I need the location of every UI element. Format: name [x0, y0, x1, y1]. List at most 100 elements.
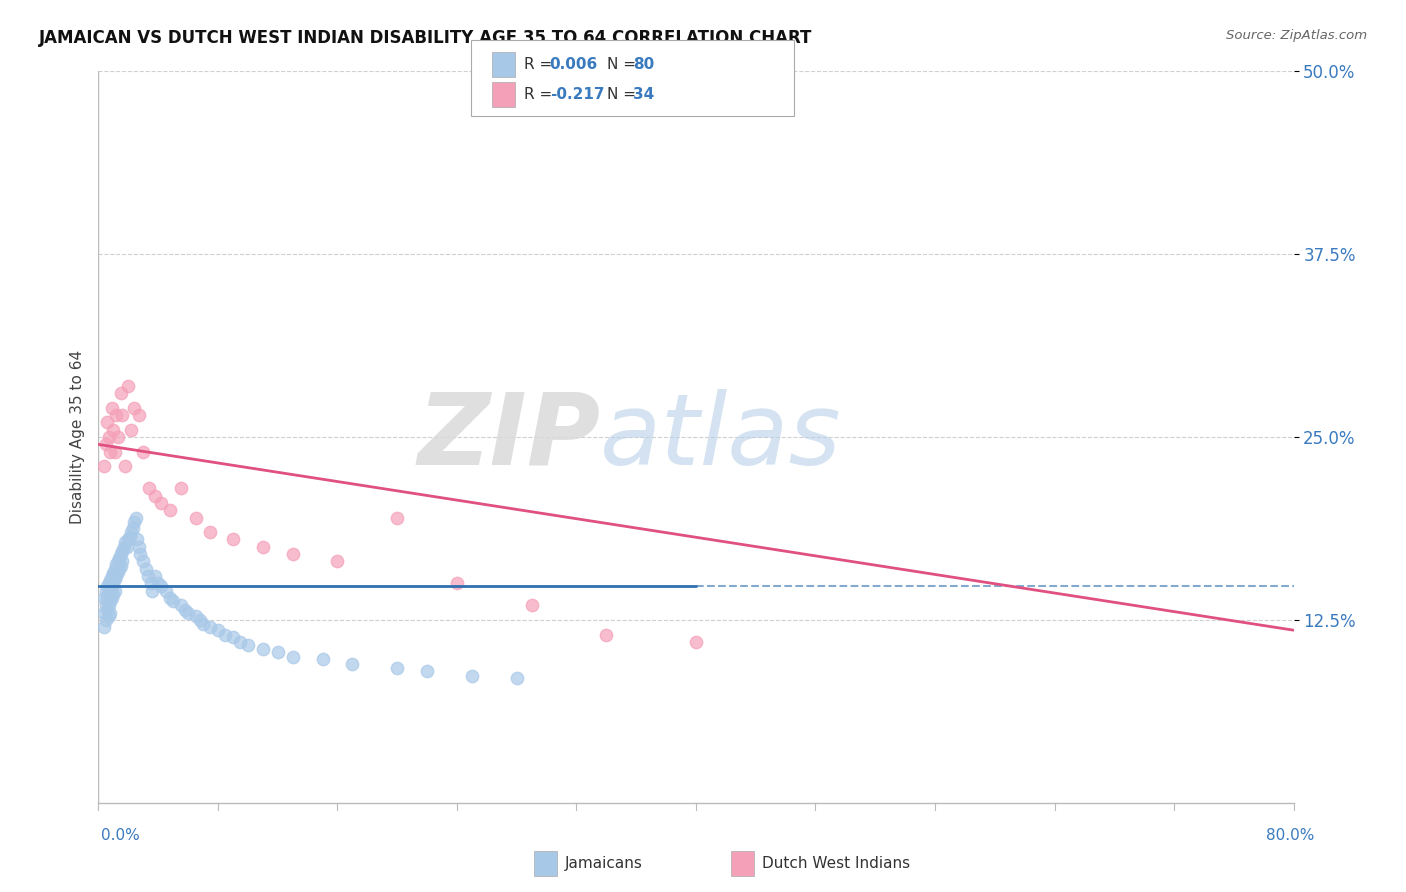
Point	[94, 583, 117, 598]
Point	[120, 423, 142, 437]
Point	[98, 606, 122, 620]
Point	[105, 408, 128, 422]
Text: JAMAICAN VS DUTCH WEST INDIAN DISABILITY AGE 35 TO 64 CORRELATION CHART: JAMAICAN VS DUTCH WEST INDIAN DISABILITY…	[39, 29, 813, 46]
Text: R =: R =	[524, 57, 558, 72]
Point	[222, 631, 245, 645]
Point	[132, 444, 155, 458]
Point	[103, 576, 125, 591]
Point	[506, 672, 529, 686]
Point	[96, 591, 118, 605]
Point	[118, 530, 141, 544]
Text: ZIP: ZIP	[418, 389, 600, 485]
Point	[446, 576, 468, 591]
Point	[311, 652, 333, 666]
Point	[222, 533, 245, 547]
Text: -0.217: -0.217	[550, 87, 605, 102]
Text: R =: R =	[524, 87, 558, 102]
Point	[150, 496, 173, 510]
Point	[107, 430, 129, 444]
Point	[136, 569, 159, 583]
Point	[93, 606, 115, 620]
Point	[141, 583, 163, 598]
Point	[191, 617, 214, 632]
Point	[174, 603, 197, 617]
Point	[129, 547, 152, 561]
Point	[207, 623, 229, 637]
Point	[101, 401, 124, 415]
Point	[143, 569, 166, 583]
Point	[108, 551, 131, 566]
Point	[93, 591, 115, 605]
Point	[93, 620, 115, 634]
Point	[97, 599, 120, 613]
Text: N =: N =	[607, 87, 641, 102]
Point	[162, 594, 184, 608]
Point	[188, 613, 211, 627]
Text: Jamaicans: Jamaicans	[565, 856, 643, 871]
Point	[143, 489, 166, 503]
Point	[110, 547, 132, 561]
Point	[97, 576, 120, 591]
Point	[159, 503, 181, 517]
Point	[97, 430, 120, 444]
Point	[101, 591, 124, 605]
Point	[96, 579, 118, 593]
Point	[177, 606, 200, 620]
Point	[112, 540, 135, 554]
Point	[108, 562, 131, 576]
Point	[138, 481, 160, 495]
Text: 34: 34	[633, 87, 654, 102]
Point	[94, 613, 117, 627]
Point	[214, 627, 236, 641]
Point	[128, 540, 150, 554]
Point	[104, 583, 127, 598]
Point	[94, 599, 117, 613]
Point	[101, 569, 124, 583]
Point	[159, 591, 181, 605]
Point	[281, 547, 304, 561]
Point	[252, 642, 274, 657]
Point	[148, 576, 170, 591]
Point	[236, 638, 259, 652]
Point	[110, 558, 132, 573]
Point	[105, 569, 128, 583]
Point	[111, 554, 134, 568]
Point	[120, 525, 142, 540]
Text: Dutch West Indians: Dutch West Indians	[762, 856, 910, 871]
Point	[107, 554, 129, 568]
Point	[104, 572, 127, 586]
Point	[117, 533, 139, 547]
Point	[281, 649, 304, 664]
Point	[595, 627, 617, 641]
Point	[111, 408, 134, 422]
Point	[127, 533, 149, 547]
Point	[520, 599, 543, 613]
Point	[110, 386, 132, 401]
Point	[97, 588, 120, 602]
Point	[342, 657, 364, 671]
Point	[101, 579, 124, 593]
Y-axis label: Disability Age 35 to 64: Disability Age 35 to 64	[69, 350, 84, 524]
Text: 80: 80	[633, 57, 654, 72]
Text: atlas: atlas	[600, 389, 842, 485]
Point	[200, 525, 222, 540]
Point	[184, 510, 207, 524]
Point	[416, 664, 439, 678]
Text: 80.0%: 80.0%	[1267, 829, 1315, 843]
Point	[184, 608, 207, 623]
Point	[150, 579, 173, 593]
Point	[104, 562, 127, 576]
Point	[114, 535, 136, 549]
Point	[385, 661, 409, 675]
Point	[267, 645, 290, 659]
Point	[385, 510, 409, 524]
Point	[685, 635, 707, 649]
Point	[326, 554, 349, 568]
Point	[135, 562, 157, 576]
Point	[124, 515, 146, 529]
Point	[93, 459, 115, 474]
Point	[139, 576, 162, 591]
Point	[103, 566, 125, 581]
Point	[200, 620, 222, 634]
Text: N =: N =	[607, 57, 641, 72]
